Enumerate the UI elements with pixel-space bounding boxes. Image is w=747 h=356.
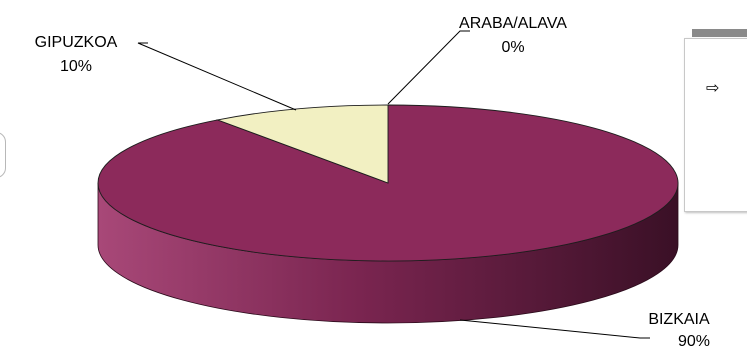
value-label-bizkaia: 90%	[678, 333, 710, 350]
arrow-right-icon: ⇨	[706, 78, 720, 97]
chart-legend	[684, 38, 747, 212]
value-label-araba-alava: 0%	[501, 39, 524, 56]
leader-line-araba-alava	[387, 30, 470, 105]
leader-line-bizkaia	[459, 319, 650, 339]
legend-header-bar	[692, 29, 747, 37]
pie-leaders	[137, 30, 650, 339]
pie-tops	[97, 104, 679, 262]
category-label-bizkaia: BIZKAIA	[648, 311, 710, 328]
pie-labels: BIZKAIA 90% GIPUZKOA 10% ARABA/ALAVA 0%	[35, 15, 710, 350]
leader-line-gipuzkoa	[137, 42, 297, 111]
category-label-gipuzkoa: GIPUZKOA	[35, 34, 118, 51]
pie-slice-gipuzkoa	[215, 104, 389, 184]
value-label-gipuzkoa: 10%	[60, 58, 92, 75]
category-label-araba-alava: ARABA/ALAVA	[459, 15, 567, 32]
